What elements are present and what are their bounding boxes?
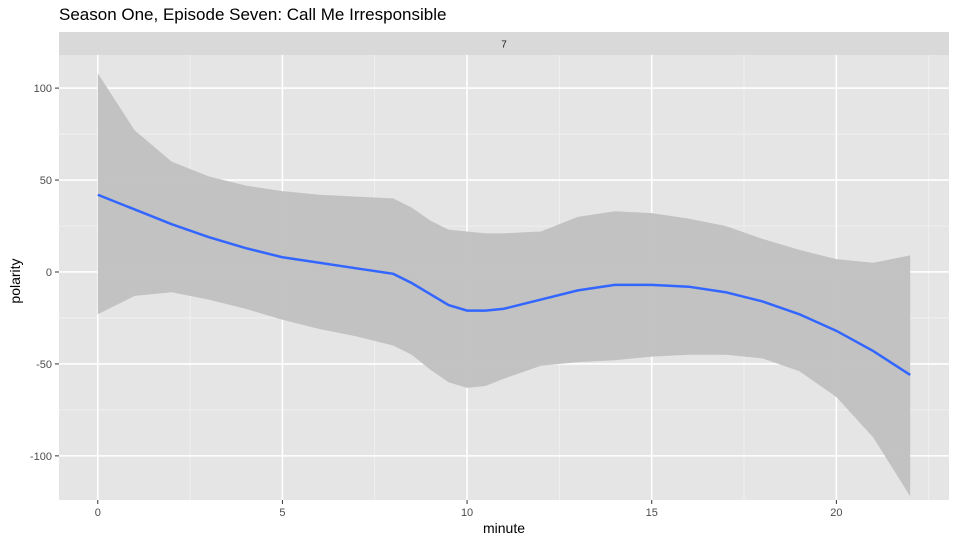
y-tick-label: 100	[34, 83, 52, 95]
y-tick-label: 0	[46, 267, 52, 279]
smooth-line	[97, 193, 911, 377]
facet-strip	[59, 32, 949, 55]
facet-strip-label: 7	[501, 40, 507, 51]
y-axis-ticks: 100 50 0 -50 -100	[30, 83, 59, 463]
x-tick-label: 20	[830, 507, 842, 519]
x-tick-label: 0	[95, 507, 101, 519]
x-axis-label: minute	[482, 520, 526, 536]
x-tick-label: 5	[279, 507, 285, 519]
chart-title: Season One, Episode Seven: Call Me Irres…	[59, 5, 447, 24]
y-axis-label: polarity	[7, 258, 23, 304]
y-tick-label: 50	[40, 175, 52, 187]
confidence-ribbon	[97, 73, 911, 497]
x-tick-label: 15	[646, 507, 658, 519]
x-tick-label: 10	[461, 507, 473, 519]
y-tick-label: -50	[36, 359, 52, 371]
y-tick-label: -100	[30, 451, 52, 463]
x-axis-ticks: 0 5 10 15 20	[95, 500, 842, 519]
